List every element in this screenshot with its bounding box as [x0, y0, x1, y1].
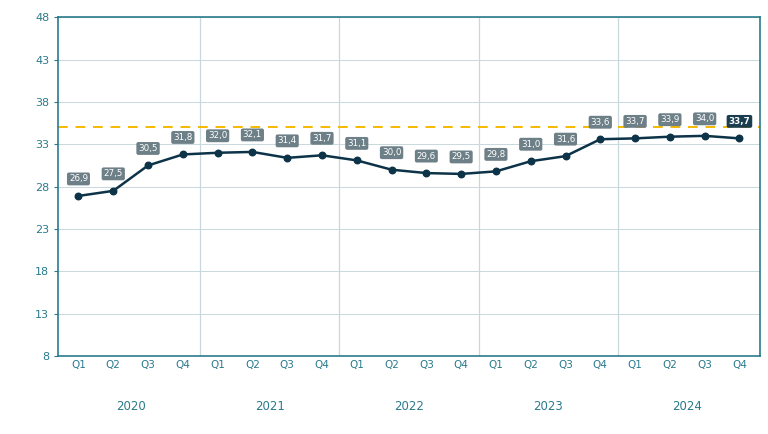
Text: 29,5: 29,5 — [452, 152, 471, 161]
Text: 2024: 2024 — [672, 400, 702, 413]
Point — [525, 158, 537, 165]
Point — [594, 136, 607, 143]
Point — [664, 133, 676, 140]
Text: 2021: 2021 — [255, 400, 285, 413]
Text: 29,8: 29,8 — [486, 150, 505, 159]
Point — [281, 155, 293, 161]
Point — [107, 187, 119, 194]
Text: 2020: 2020 — [116, 400, 145, 413]
Point — [316, 152, 328, 159]
Point — [247, 148, 259, 155]
Point — [211, 149, 223, 156]
Point — [177, 151, 189, 158]
Text: 26,9: 26,9 — [69, 174, 88, 184]
Text: 32,0: 32,0 — [208, 131, 227, 140]
Text: 32,1: 32,1 — [243, 131, 262, 139]
Text: 33,9: 33,9 — [660, 115, 680, 124]
Point — [142, 162, 154, 169]
Text: 2023: 2023 — [533, 400, 563, 413]
Point — [699, 132, 711, 139]
Text: 33,6: 33,6 — [591, 118, 610, 127]
Point — [386, 166, 398, 173]
Point — [490, 168, 502, 175]
Text: 33,7: 33,7 — [625, 117, 645, 126]
Point — [351, 157, 363, 164]
Point — [629, 135, 641, 142]
Text: 31,6: 31,6 — [556, 135, 575, 144]
Point — [455, 171, 467, 178]
Text: 33,7: 33,7 — [729, 117, 750, 126]
Text: 31,7: 31,7 — [313, 134, 332, 143]
Text: 31,1: 31,1 — [347, 139, 366, 148]
Text: 34,0: 34,0 — [695, 114, 714, 123]
Text: 31,0: 31,0 — [521, 140, 541, 149]
Point — [559, 153, 571, 160]
Text: 27,5: 27,5 — [104, 169, 123, 178]
Point — [733, 135, 746, 142]
Text: 30,5: 30,5 — [138, 144, 157, 153]
Text: 31,4: 31,4 — [277, 136, 296, 145]
Text: 31,8: 31,8 — [173, 133, 193, 142]
Point — [72, 192, 84, 199]
Point — [420, 170, 432, 177]
Text: 2022: 2022 — [394, 400, 424, 413]
Text: 30,0: 30,0 — [382, 148, 402, 157]
Text: 29,6: 29,6 — [417, 151, 436, 161]
